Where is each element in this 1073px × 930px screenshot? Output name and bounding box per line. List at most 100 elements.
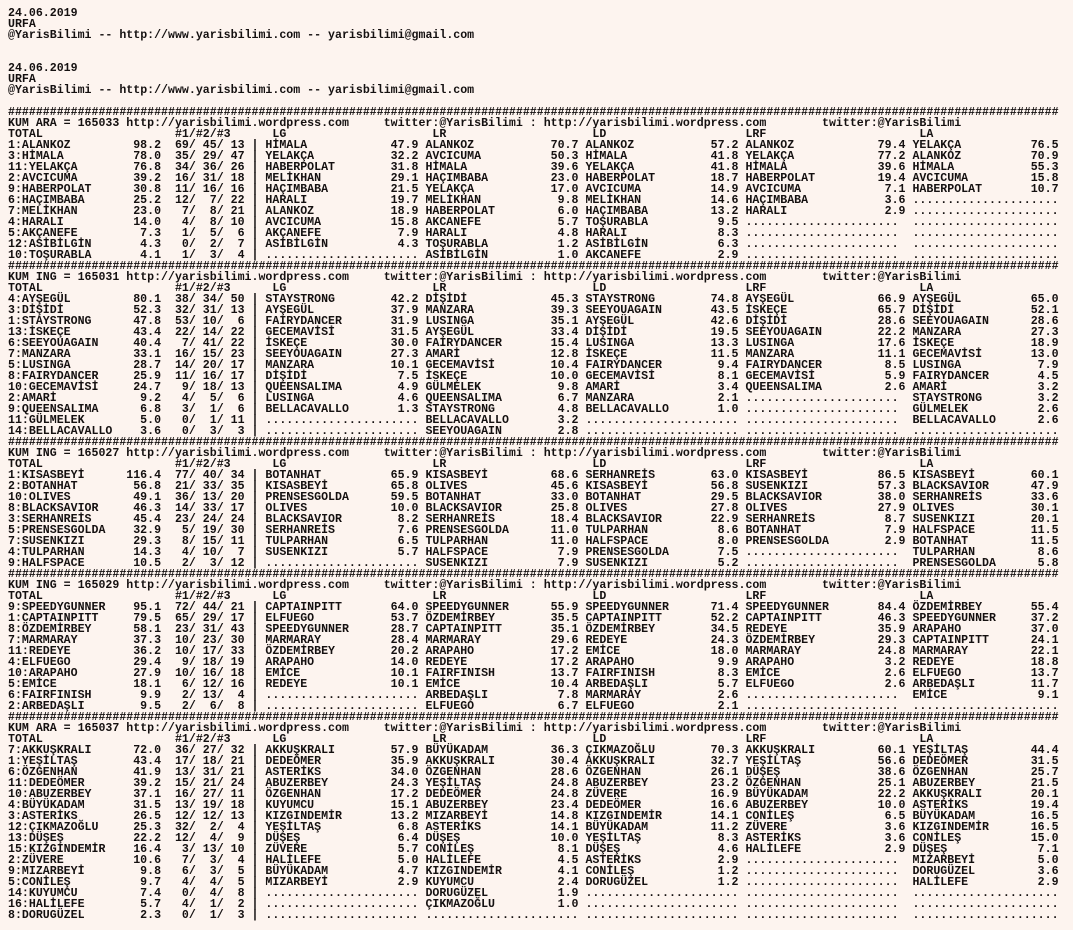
ranked-name-lr: MARMARAY bbox=[425, 634, 482, 647]
ranked-score-la: 10.7 bbox=[1030, 183, 1059, 196]
horse-name: 10:ABUZERBEY bbox=[8, 788, 92, 801]
ranked-score-lrf: 2.9 bbox=[884, 843, 906, 856]
placings: 65/ 29/ 17 bbox=[174, 612, 245, 625]
table-row: 9:MIZARBEYİ 9.8 6/ 3/ 5 | BÜYÜKADAM 4.7 KIZGI… bbox=[8, 865, 1073, 878]
column-header-lg: LG bbox=[272, 128, 287, 141]
ranked-score-lr: 18.4 bbox=[550, 513, 579, 526]
ranked-score-lr: 10.0 bbox=[550, 370, 579, 383]
ranked-name-lrf: İSKEÇE bbox=[745, 304, 788, 317]
ranked-score-la: 31.5 bbox=[1030, 755, 1059, 768]
ranked-name-lg: AKÇANEFE bbox=[265, 227, 322, 240]
divider: | bbox=[251, 689, 259, 702]
divider: | bbox=[251, 425, 259, 438]
ranked-name-lrf: MARMARAY bbox=[745, 645, 802, 658]
ranked-name-la: BÜYÜKADAM bbox=[912, 810, 976, 823]
placings: 7/ 8/ 21 bbox=[174, 205, 245, 218]
ranked-score-lrf: 22.2 bbox=[877, 326, 906, 339]
ranked-name-lr: AKCANEFE bbox=[425, 216, 482, 229]
ranked-name-lrf: AKKUŞKRALI bbox=[745, 744, 816, 757]
table-row: 7:MELİKHAN 23.0 7/ 8/ 21 | ALANKOZ 18.9 HABER… bbox=[8, 205, 1073, 218]
ranked-score-la: 27.3 bbox=[1030, 326, 1059, 339]
ranked-score-la: 2.6 bbox=[1037, 414, 1059, 427]
ranked-score-lrf: 24.8 bbox=[877, 645, 906, 658]
empty-filler: ...................... bbox=[585, 426, 739, 437]
ranked-name-lg: ASTERİKS bbox=[265, 766, 322, 779]
horse-name: 1:CAPTAINPITT bbox=[8, 612, 99, 625]
ranked-name-lr: LUSINGA bbox=[425, 315, 475, 328]
ranked-name-ld: KISASBEYİ bbox=[585, 480, 649, 493]
ranked-score-ld: 18.7 bbox=[710, 172, 739, 185]
contact-info: @YarisBilimi -- http://www.yarisbilimi.c… bbox=[8, 29, 475, 42]
horse-name: 12:ÇIKMAZOĞLU bbox=[8, 821, 99, 834]
ranked-score-la: 21.5 bbox=[1030, 777, 1059, 790]
table-row: 6:SEEYOUAGAIN 40.4 7/ 41/ 22 | İSKEÇE 30.0 FA… bbox=[8, 338, 1073, 350]
ranked-score-lr: 35.1 bbox=[550, 315, 579, 328]
ranked-score-ld: 52.2 bbox=[710, 612, 739, 625]
ranked-name-la: YELAKÇA bbox=[912, 139, 962, 152]
placings: 11/ 16/ 17 bbox=[174, 370, 245, 383]
table-row: 1:CAPTAINPITT 79.5 65/ 29/ 17 | ELFUEGO 53.7 Ö… bbox=[8, 612, 1073, 625]
ranked-name-ld: TOŞURABLA bbox=[585, 216, 649, 229]
ranked-name-lg: BÜYÜKADAM bbox=[265, 865, 329, 878]
total-score: 14.0 bbox=[133, 216, 162, 229]
ranked-score-lrf: 84.4 bbox=[877, 601, 906, 614]
ranked-name-lr: SPEEDYGUNNER bbox=[425, 601, 509, 614]
ranked-score-lr: 1.0 bbox=[557, 249, 579, 262]
ranked-name-ld: ABUZERBEY bbox=[585, 777, 649, 790]
ranked-name-lg: ÖZDEMİRBEY bbox=[265, 645, 335, 658]
placings: 23/ 24/ 24 bbox=[174, 513, 245, 526]
ranked-name-lr: ABUZERBEY bbox=[425, 799, 489, 812]
ranked-score-lg: 32.2 bbox=[390, 150, 419, 163]
total-header: TOTAL bbox=[8, 590, 43, 603]
ranked-name-lg: BLACKSAVIOR bbox=[265, 513, 342, 526]
ranked-score-ld: 4.6 bbox=[717, 843, 739, 856]
placings: 36/ 27/ 32 bbox=[174, 744, 245, 757]
table-row: 12:ÇIKMAZOĞLU 25.3 32/ 2/ 4 | YEŞİLTAŞ 6.8 AST… bbox=[8, 821, 1073, 834]
ranked-score-la: 33.6 bbox=[1030, 491, 1059, 504]
horse-name: 11:REDEYE bbox=[8, 645, 71, 658]
table-row: 2:AVCICUMA 39.2 16/ 31/ 18 | MELİKHAN 29.1 HAÇ… bbox=[8, 172, 1073, 185]
ranked-name-lg: AVCICUMA bbox=[265, 216, 322, 229]
ranked-name-ld: HİMALA bbox=[585, 150, 628, 163]
ranked-score-ld: 1.2 bbox=[717, 865, 739, 878]
ranked-score-ld: 41.8 bbox=[710, 150, 739, 163]
horse-name: 7:MARMARAY bbox=[8, 634, 78, 647]
horse-name: 4:AYŞEGÜL bbox=[8, 293, 71, 306]
ranked-score-la: 7.1 bbox=[1037, 843, 1059, 856]
ranked-name-la: ELFUEGO bbox=[912, 667, 962, 680]
ranked-name-ld: DİŞİDİ bbox=[585, 326, 628, 339]
placings: 3/ 13/ 10 bbox=[174, 843, 245, 856]
ranked-score-lg: 6.5 bbox=[397, 535, 419, 548]
total-score: 22.2 bbox=[133, 832, 162, 845]
ranked-score-lg: 21.5 bbox=[390, 183, 419, 196]
twitter-handle: twitter:@YarisBilimi bbox=[822, 271, 962, 284]
ranked-name-lr: AKKUŞKRALI bbox=[425, 755, 496, 768]
ranked-score-la: 5.0 bbox=[1037, 854, 1059, 867]
ranked-name-lr: EMİCE bbox=[425, 678, 461, 691]
horse-name: 1:ALANKOZ bbox=[8, 139, 71, 152]
ranked-name-lr: TULPARHAN bbox=[425, 535, 489, 548]
ranked-score-lrf: 8.7 bbox=[884, 513, 906, 526]
divider: | bbox=[251, 623, 259, 636]
ranked-score-lr: 4.8 bbox=[557, 403, 579, 416]
ranked-name-la: REDEYE bbox=[912, 656, 955, 669]
ranked-name-lr: DİŞİDİ bbox=[425, 293, 468, 306]
ranked-score-la: 2.9 bbox=[1037, 876, 1059, 889]
divider: | bbox=[251, 821, 259, 834]
total-score: 76.8 bbox=[133, 161, 162, 174]
column-header-lrf: LRF bbox=[745, 733, 767, 746]
ranked-name-lg: FAIRYDANCER bbox=[265, 315, 342, 328]
total-score: 16.4 bbox=[133, 843, 162, 856]
ranked-score-ld: 24.3 bbox=[710, 634, 739, 647]
placings: 10/ 23/ 30 bbox=[174, 634, 245, 647]
total-header: TOTAL bbox=[8, 733, 43, 746]
ranked-score-lr: 36.3 bbox=[550, 744, 579, 757]
total-score: 56.8 bbox=[133, 480, 162, 493]
column-headers: TOTAL #1/#2/#3 LG LR LD LRF LA bbox=[8, 459, 1073, 471]
horse-name: 3:SERHANREİS bbox=[8, 513, 92, 526]
ranked-score-lr: 4.8 bbox=[557, 227, 579, 240]
ranked-score-lr: 7.9 bbox=[557, 557, 579, 570]
ranked-score-ld: 34.5 bbox=[710, 623, 739, 636]
horse-name: 8:BLACKSAVIOR bbox=[8, 502, 99, 515]
empty-filler: ...................... bbox=[265, 888, 419, 899]
